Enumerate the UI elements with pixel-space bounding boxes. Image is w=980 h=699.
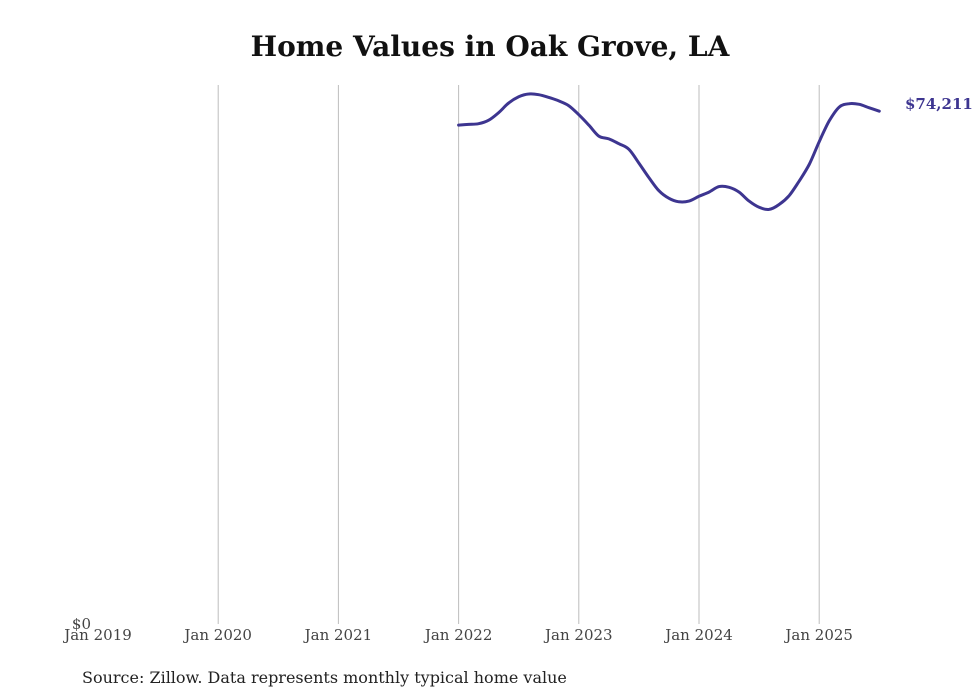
source-note: Source: Zillow. Data represents monthly … — [82, 668, 567, 687]
series-line — [457, 92, 881, 211]
x-tick-label: Jan 2022 — [423, 626, 493, 644]
x-tick-label: Jan 2019 — [62, 626, 132, 644]
y-axis-ticks: $0 — [72, 615, 91, 633]
y-tick-label: $0 — [72, 615, 91, 633]
end-value-label: $74,211 — [905, 95, 973, 113]
x-tick-label: Jan 2023 — [543, 626, 613, 644]
x-axis-ticks: Jan 2019 Jan 2020 Jan 2021 Jan 2022 Jan 2023… — [62, 626, 853, 644]
gridlines — [217, 85, 820, 624]
x-tick-label: Jan 2021 — [303, 626, 373, 644]
x-tick-label: Jan 2020 — [182, 626, 252, 644]
x-tick-label: Jan 2025 — [783, 626, 853, 644]
series-layer: $74,211 — [457, 92, 973, 211]
x-tick-label: Jan 2024 — [663, 626, 733, 644]
chart-title: Home Values in Oak Grove, LA — [250, 30, 730, 63]
